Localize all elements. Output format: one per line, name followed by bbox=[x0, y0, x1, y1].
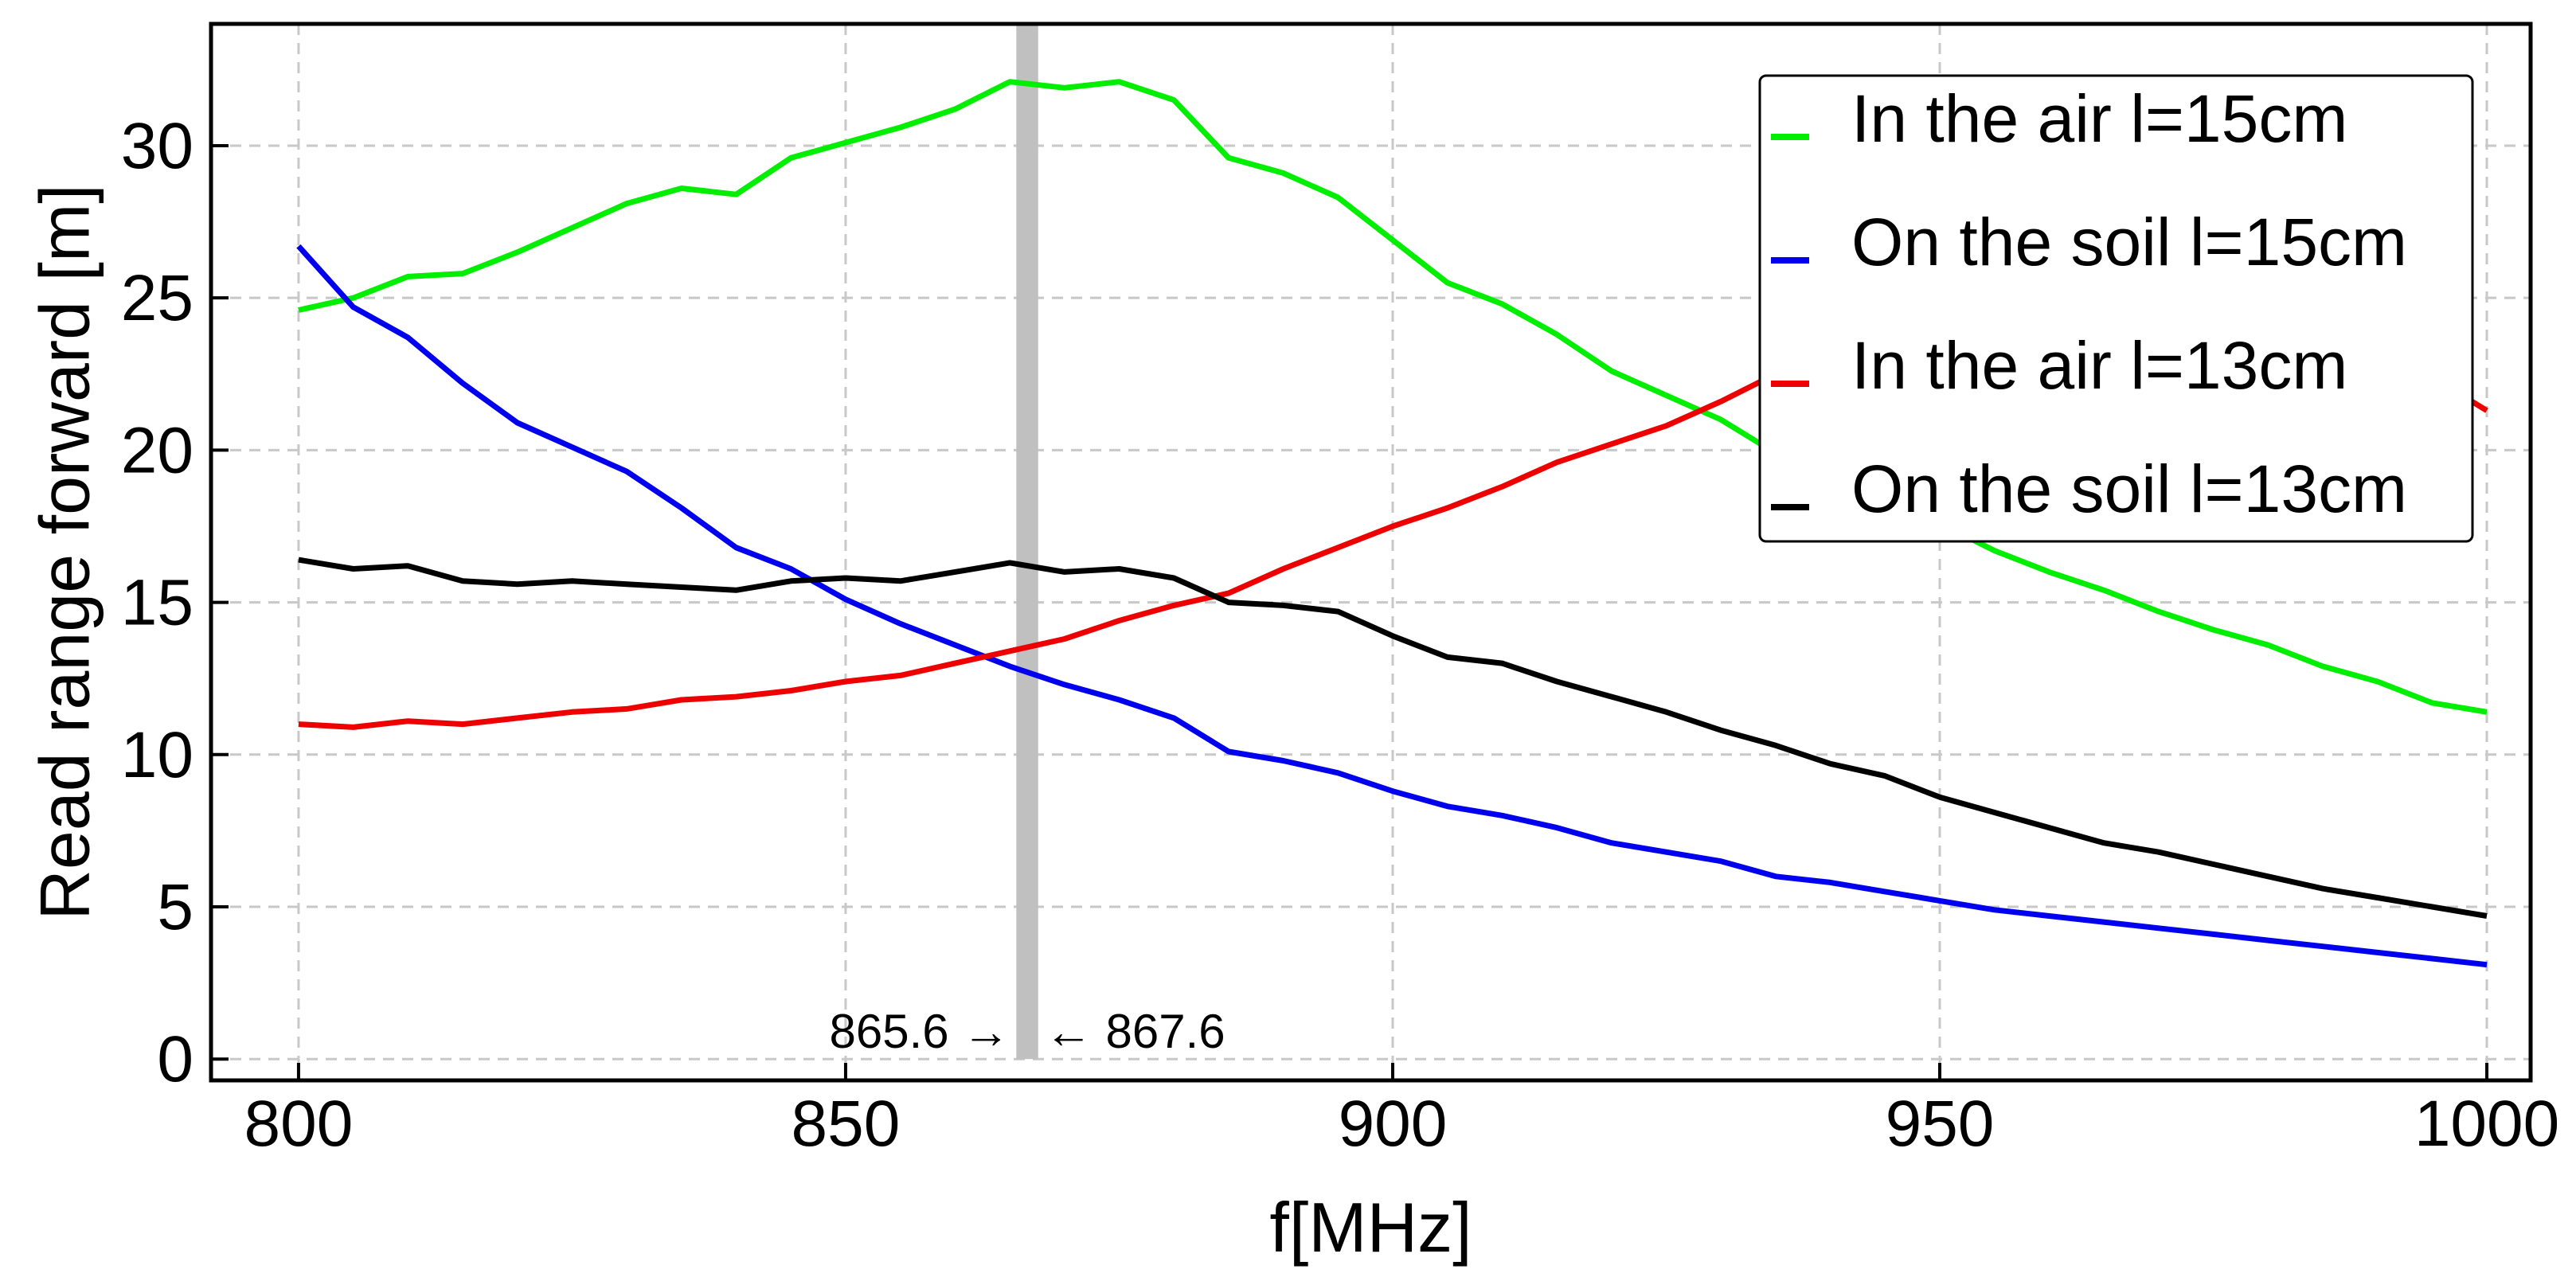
series-line-1 bbox=[298, 79, 2488, 715]
axis-ticks: 800 850 900 950 1000 0 5 10 15 20 25 30 bbox=[121, 110, 2559, 1160]
legend: In the air l=15cm On the soil l=15cm In th… bbox=[1758, 74, 2474, 543]
x-tick-label: 900 bbox=[1339, 1088, 1448, 1160]
series-line-4 bbox=[298, 557, 2488, 919]
legend-label: In the air l=13cm bbox=[1851, 328, 2347, 403]
band-label-left: 865.6 → bbox=[829, 1005, 1010, 1058]
legend-box bbox=[1758, 74, 2474, 543]
x-tick-label: 800 bbox=[244, 1088, 354, 1160]
legend-label: On the soil l=15cm bbox=[1851, 205, 2407, 279]
y-tick-label: 10 bbox=[121, 719, 193, 791]
y-tick-label: 15 bbox=[121, 567, 193, 639]
x-axis-title: f[MHz] bbox=[1269, 1188, 1472, 1267]
band-rect bbox=[1016, 24, 1038, 1060]
legend-label: On the soil l=13cm bbox=[1851, 451, 2407, 526]
legend-label: In the air l=15cm bbox=[1851, 81, 2347, 156]
y-tick-label: 0 bbox=[157, 1023, 193, 1096]
y-axis-title: Read range forward [m] bbox=[25, 184, 104, 920]
x-tick-label: 1000 bbox=[2414, 1088, 2559, 1160]
frequency-band bbox=[1016, 24, 1038, 1060]
series-line-2 bbox=[296, 244, 2488, 968]
y-tick-label: 5 bbox=[157, 871, 193, 943]
x-tick-label: 850 bbox=[792, 1088, 901, 1160]
y-tick-label: 25 bbox=[121, 262, 193, 334]
y-tick-label: 20 bbox=[121, 414, 193, 486]
y-tick-label: 30 bbox=[121, 110, 193, 182]
plot-frame bbox=[209, 21, 2533, 1083]
band-label-right: ← 867.6 bbox=[1045, 1005, 1225, 1058]
x-tick-label: 950 bbox=[1886, 1088, 1995, 1160]
